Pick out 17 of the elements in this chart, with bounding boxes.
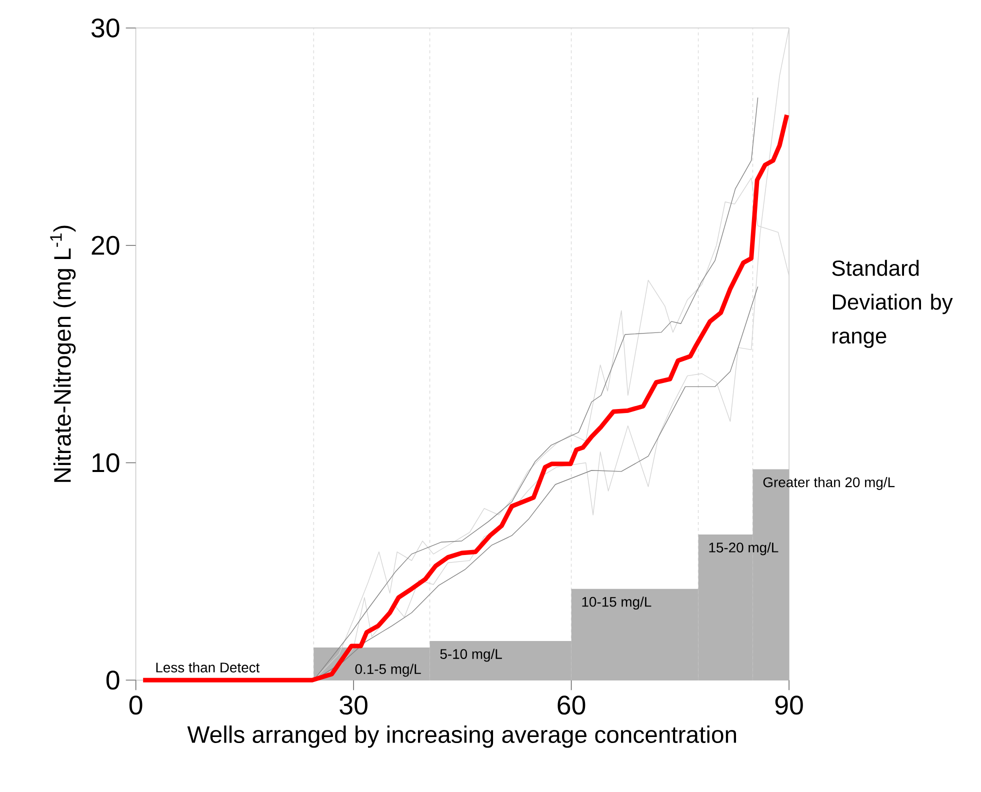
x-axis-title: Wells arranged by increasing average concentration — [187, 726, 736, 748]
y-tick-label: 10 — [92, 453, 120, 472]
x-tick-label: 0 — [129, 696, 142, 715]
annotation: 0.1-5 mg/L — [355, 664, 421, 677]
x-tick-label: 60 — [558, 696, 586, 715]
annotation: Less than Detect — [156, 662, 260, 672]
text: Standard Deviation by range — [832, 260, 953, 348]
y-tick-label: 20 — [92, 236, 120, 255]
x-tick-label: 90 — [775, 696, 803, 715]
annotation: Greater than 20 mg/L — [763, 476, 895, 490]
y-tick-label: 30 — [91, 18, 120, 38]
y-tick-label: 0 — [106, 670, 120, 690]
annotation: 15-20 mg/L — [709, 542, 778, 556]
annotation: 5-10 mg/L — [440, 648, 502, 662]
x-tick-label: 30 — [340, 696, 368, 715]
y-axis-title: Nitrate-Nitrogen (mg L$^{-1}$) — [50, 226, 76, 482]
annotation: 10-15 mg/L — [582, 596, 652, 610]
